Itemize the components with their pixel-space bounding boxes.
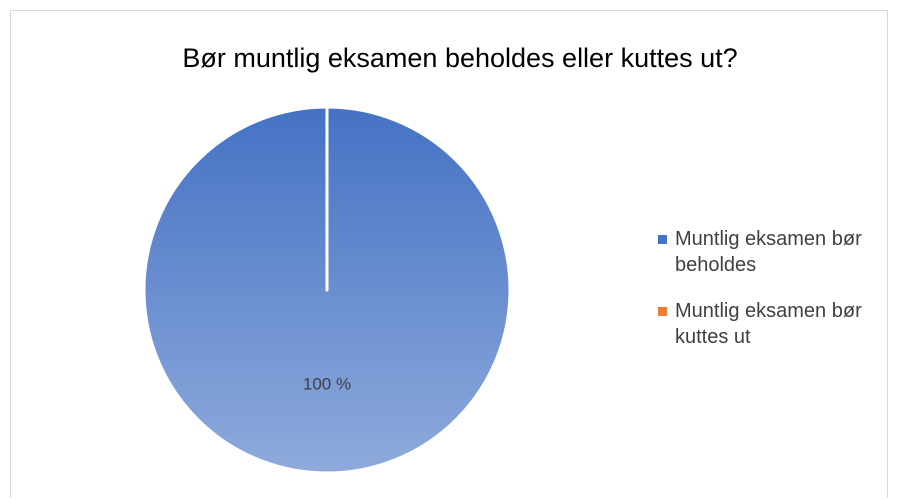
data-label: 100 % xyxy=(303,375,351,394)
legend-swatch xyxy=(658,235,667,244)
legend-label: Muntlig eksamen bør beholdes xyxy=(675,228,862,276)
legend-label: Muntlig eksamen bør kuttes ut xyxy=(675,300,862,348)
chart-frame xyxy=(10,10,888,498)
legend-item: Muntlig eksamen bør beholdes xyxy=(658,226,894,278)
legend: Muntlig eksamen bør beholdes Muntlig eksa… xyxy=(658,226,894,370)
legend-item: Muntlig eksamen bør kuttes ut xyxy=(658,298,894,350)
chart-title: Bør muntlig eksamen beholdes eller kutte… xyxy=(182,43,737,73)
legend-swatch xyxy=(658,307,667,316)
